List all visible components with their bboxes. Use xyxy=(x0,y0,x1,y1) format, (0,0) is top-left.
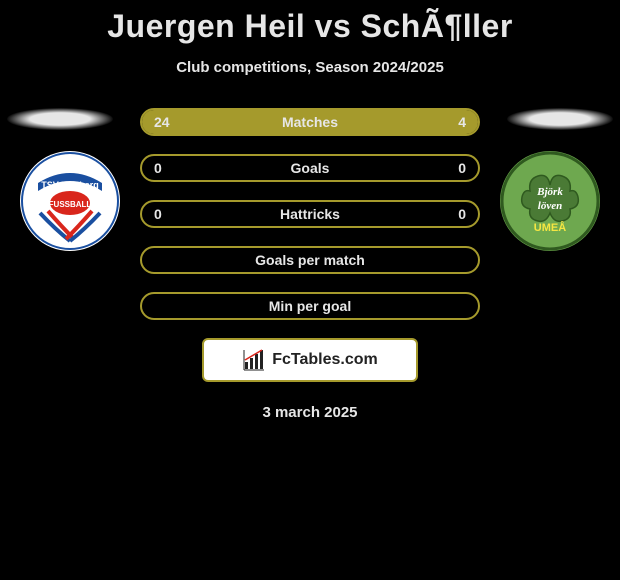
page-title: Juergen Heil vs SchÃ¶ller xyxy=(0,0,620,45)
player-photo-placeholder-left xyxy=(7,108,113,130)
tsv-hartberg-logo-icon: TSV Hartberg FUSSBALL xyxy=(20,151,120,251)
stat-label: Goals per match xyxy=(255,252,365,268)
watermark-text: FcTables.com xyxy=(272,351,378,369)
date: 3 march 2025 xyxy=(0,404,620,421)
stat-row-matches: 24 Matches 4 xyxy=(140,108,480,136)
stat-row-goals-per-match: Goals per match xyxy=(140,246,480,274)
stat-row-hattricks: 0 Hattricks 0 xyxy=(140,200,480,228)
stats-list: 24 Matches 4 0 Goals 0 0 Hattricks 0 Goa… xyxy=(140,108,480,320)
stat-label: Min per goal xyxy=(269,298,351,314)
stat-value-right: 0 xyxy=(458,206,466,222)
comparison-area: TSV Hartberg FUSSBALL Björk löven UMEÅ 2… xyxy=(0,108,620,421)
svg-text:Björk: Björk xyxy=(536,186,563,198)
stat-value-right: 0 xyxy=(458,160,466,176)
bjorkloven-umea-logo-icon: Björk löven UMEÅ xyxy=(500,151,600,251)
watermark: FcTables.com xyxy=(202,338,418,382)
stat-row-goals: 0 Goals 0 xyxy=(140,154,480,182)
subtitle: Club competitions, Season 2024/2025 xyxy=(0,59,620,76)
club-logo-left: TSV Hartberg FUSSBALL xyxy=(20,151,120,251)
stat-row-min-per-goal: Min per goal xyxy=(140,292,480,320)
svg-text:FUSSBALL: FUSSBALL xyxy=(49,200,92,209)
stat-label: Hattricks xyxy=(280,206,340,222)
svg-text:UMEÅ: UMEÅ xyxy=(534,221,566,234)
stat-value-right: 4 xyxy=(458,114,466,130)
stat-value-left: 0 xyxy=(154,160,162,176)
stat-value-left: 0 xyxy=(154,206,162,222)
stat-label: Goals xyxy=(291,160,330,176)
svg-text:TSV Hartberg: TSV Hartberg xyxy=(41,180,99,190)
bar-chart-icon xyxy=(242,348,266,372)
stat-label: Matches xyxy=(282,114,338,130)
club-logo-right: Björk löven UMEÅ xyxy=(500,151,600,251)
stat-value-left: 24 xyxy=(154,114,170,130)
stat-fill-right xyxy=(428,110,478,134)
svg-text:löven: löven xyxy=(538,200,562,212)
player-photo-placeholder-right xyxy=(507,108,613,130)
